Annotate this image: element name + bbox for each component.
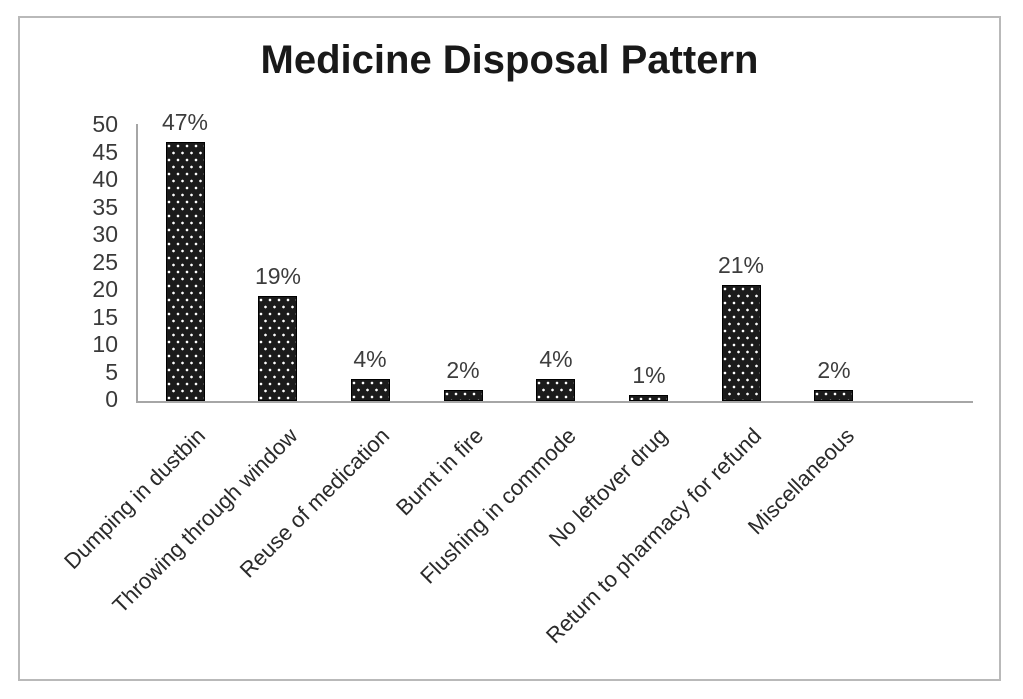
y-tick-label: 35 <box>92 193 118 220</box>
y-tick-label: 40 <box>92 166 118 192</box>
y-axis-line <box>136 124 138 403</box>
bar <box>814 390 853 401</box>
bar-value-label: 4% <box>353 346 387 372</box>
y-tick-label: 25 <box>92 248 118 275</box>
bar <box>629 395 668 401</box>
bar <box>351 379 390 401</box>
y-tick-label: 45 <box>92 138 118 165</box>
bar-value-label: 21% <box>717 252 765 278</box>
y-tick-label: 10 <box>92 331 118 357</box>
y-tick-label: 30 <box>92 221 118 247</box>
bar-value-label: 19% <box>254 263 302 289</box>
bar-value-label: 2% <box>446 357 480 383</box>
chart-title: Medicine Disposal Pattern <box>260 38 759 82</box>
y-tick-label: 50 <box>92 111 118 137</box>
bar-value-label: 2% <box>817 357 851 383</box>
y-tick-label: 15 <box>92 303 118 330</box>
y-tick-label: 0 <box>105 386 118 412</box>
bar <box>166 142 205 401</box>
x-axis-line <box>136 401 973 403</box>
bar-value-label: 4% <box>539 346 573 372</box>
bar <box>258 296 297 401</box>
bar-value-label: 1% <box>632 362 666 388</box>
bar <box>722 285 761 401</box>
y-tick-label: 20 <box>92 276 118 302</box>
bar <box>536 379 575 401</box>
bar <box>444 390 483 401</box>
bar-value-label: 47% <box>161 109 209 135</box>
y-tick-label: 5 <box>105 358 118 385</box>
